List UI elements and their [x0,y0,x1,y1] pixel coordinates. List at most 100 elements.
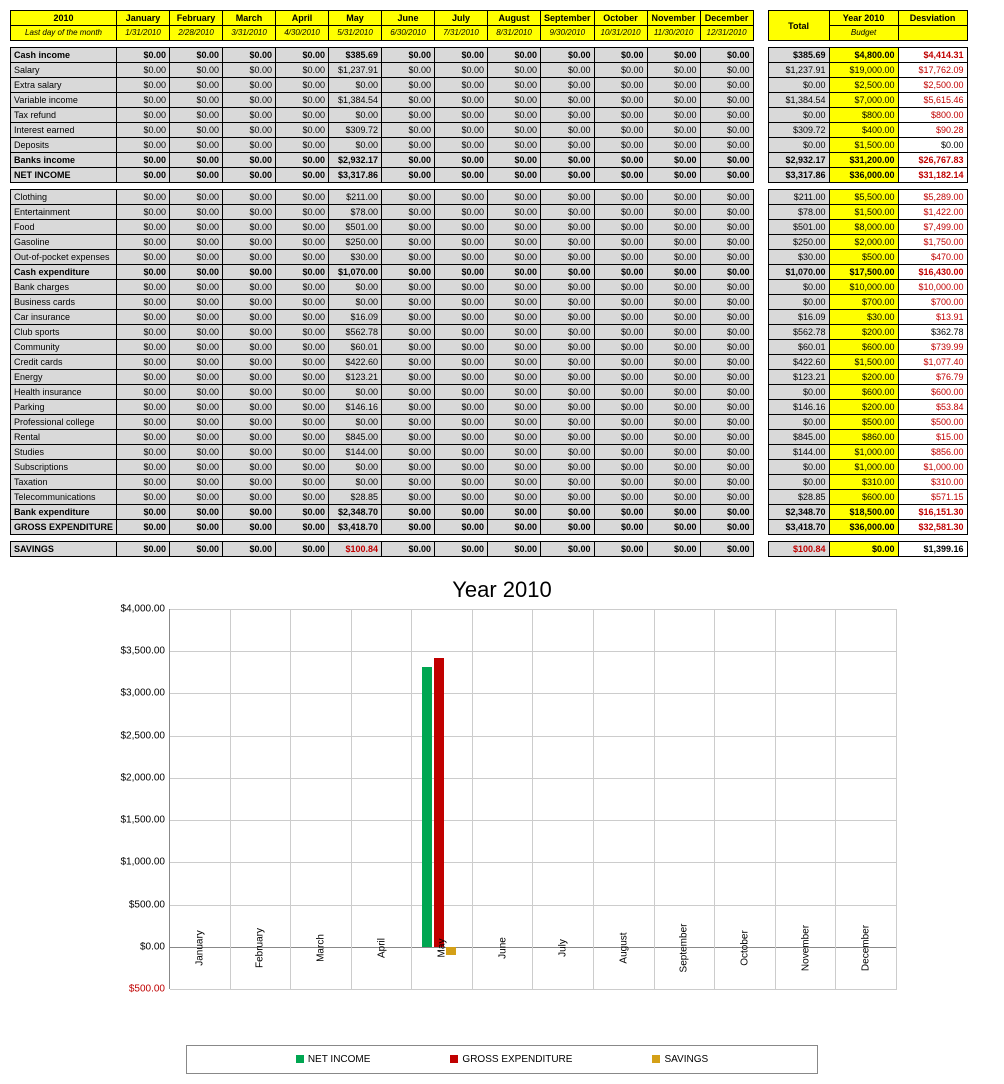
summary-total: $0.00 [768,460,829,475]
summary-budget: $5,500.00 [829,190,898,205]
row-label: Rental [11,430,117,445]
row-value: $28.85 [329,490,382,505]
row-value: $60.01 [329,340,382,355]
summary-budget: $18,500.00 [829,505,898,520]
row-value: $0.00 [223,490,276,505]
summary-total: $1,237.91 [768,63,829,78]
table-row: Variable income$0.00$0.00$0.00$0.00$1,38… [11,93,754,108]
summary-total: $144.00 [768,445,829,460]
row-value: $0.00 [170,108,223,123]
summary-total: $562.78 [768,325,829,340]
row-value: $0.00 [170,190,223,205]
row-value: $0.00 [594,475,647,490]
row-value: $0.00 [170,370,223,385]
row-value: $0.00 [700,415,753,430]
row-value: $0.00 [276,340,329,355]
row-value: $0.00 [382,505,435,520]
row-value: $211.00 [329,190,382,205]
row-value: $0.00 [647,123,700,138]
row-label: Variable income [11,93,117,108]
row-value: $0.00 [435,205,488,220]
row-value: $0.00 [541,123,595,138]
row-value: $0.00 [594,93,647,108]
row-value: $0.00 [700,78,753,93]
row-value: $0.00 [488,325,541,340]
row-value: $0.00 [382,78,435,93]
y-tick-label: $2,500.00 [121,730,166,741]
row-value: $0.00 [647,542,700,557]
summary-budget: $400.00 [829,123,898,138]
row-value: $0.00 [594,220,647,235]
row-label: Energy [11,370,117,385]
row-value: $0.00 [488,93,541,108]
table-row: Entertainment$0.00$0.00$0.00$0.00$78.00$… [11,205,754,220]
row-value: $0.00 [382,48,435,63]
row-value: $0.00 [594,190,647,205]
row-value: $0.00 [700,430,753,445]
row-label: Telecommunications [11,490,117,505]
row-value: $0.00 [170,280,223,295]
row-value: $0.00 [435,295,488,310]
main-table: 2010JanuaryFebruaryMarchAprilMayJuneJuly… [10,10,754,557]
summary-total: $845.00 [768,430,829,445]
table-row: Gasoline$0.00$0.00$0.00$0.00$250.00$0.00… [11,235,754,250]
row-value: $0.00 [329,385,382,400]
summary-row: $0.00$2,500.00$2,500.00 [768,78,967,93]
chart-month-col: May [412,609,473,989]
row-value: $385.69 [329,48,382,63]
table-row: Interest earned$0.00$0.00$0.00$0.00$309.… [11,123,754,138]
row-value: $0.00 [541,235,595,250]
row-value: $0.00 [541,310,595,325]
row-label: Deposits [11,138,117,153]
y-tick-label: $3,500.00 [121,646,166,657]
row-value: $0.00 [223,340,276,355]
row-value: $0.00 [117,205,170,220]
y-tick-label: $3,000.00 [121,688,166,699]
row-value: $0.00 [488,340,541,355]
summary-total: $30.00 [768,250,829,265]
summary-deviation: $600.00 [898,385,967,400]
row-label: Cash income [11,48,117,63]
legend-item: SAVINGS [652,1054,708,1065]
row-value: $0.00 [435,542,488,557]
row-value: $0.00 [647,220,700,235]
row-value: $0.00 [488,355,541,370]
summary-row: $146.16$200.00$53.84 [768,400,967,415]
row-value: $0.00 [488,108,541,123]
row-value: $0.00 [541,78,595,93]
summary-total: $0.00 [768,295,829,310]
row-value: $0.00 [329,295,382,310]
row-value: $0.00 [276,310,329,325]
row-value: $0.00 [117,123,170,138]
table-row: GROSS EXPENDITURE$0.00$0.00$0.00$0.00$3,… [11,520,754,535]
row-value: $0.00 [647,340,700,355]
row-value: $0.00 [223,355,276,370]
y-tick-label: $500.00 [129,984,165,995]
row-value: $0.00 [488,542,541,557]
row-value: $0.00 [117,355,170,370]
header-month: July [435,11,488,26]
row-value: $0.00 [117,295,170,310]
row-value: $0.00 [647,280,700,295]
row-value: $0.00 [117,220,170,235]
summary-budget: $10,000.00 [829,280,898,295]
table-row: Subscriptions$0.00$0.00$0.00$0.00$0.00$0… [11,460,754,475]
row-value: $0.00 [488,505,541,520]
table-row: Credit cards$0.00$0.00$0.00$0.00$422.60$… [11,355,754,370]
summary-total: $1,384.54 [768,93,829,108]
summary-deviation: $739.99 [898,340,967,355]
summary-row: $2,348.70$18,500.00$16,151.30 [768,505,967,520]
row-value: $0.00 [541,430,595,445]
summary-budget: $200.00 [829,370,898,385]
row-value: $0.00 [117,63,170,78]
row-value: $0.00 [382,93,435,108]
header-month: January [117,11,170,26]
row-value: $1,070.00 [329,265,382,280]
summary-row: $123.21$200.00$76.79 [768,370,967,385]
summary-deviation: $500.00 [898,415,967,430]
row-value: $0.00 [223,295,276,310]
row-value: $0.00 [170,310,223,325]
row-value: $0.00 [488,370,541,385]
row-value: $0.00 [223,153,276,168]
row-value: $0.00 [276,265,329,280]
